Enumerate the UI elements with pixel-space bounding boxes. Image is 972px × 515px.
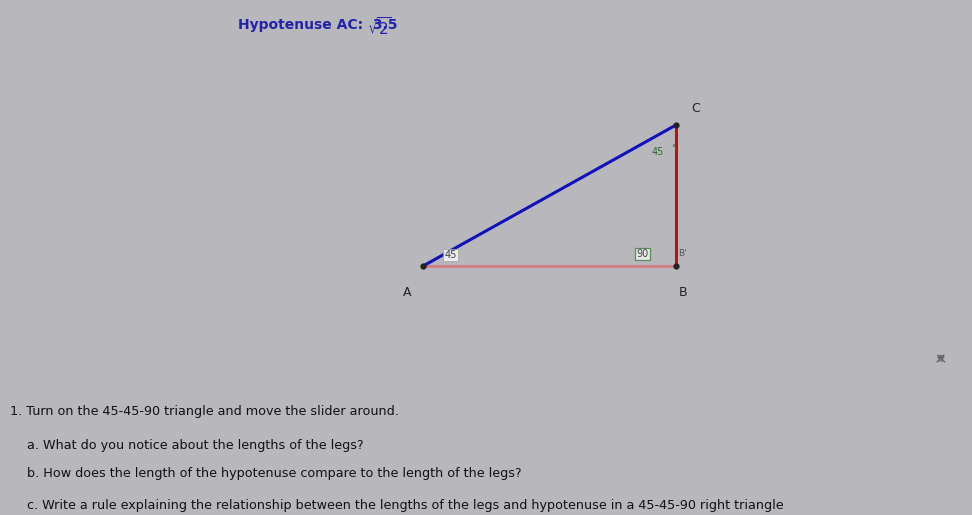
Text: C: C	[691, 102, 700, 115]
Text: 45: 45	[444, 250, 457, 260]
Text: 90: 90	[637, 249, 648, 259]
Text: $\sqrt{2}$: $\sqrt{2}$	[367, 15, 393, 38]
Text: B: B	[679, 286, 687, 299]
Text: a. What do you notice about the lengths of the legs?: a. What do you notice about the lengths …	[15, 439, 364, 452]
Text: B': B'	[678, 249, 687, 258]
Text: c. Write a rule explaining the relationship between the lengths of the legs and : c. Write a rule explaining the relations…	[15, 499, 783, 512]
Text: °: °	[672, 144, 676, 153]
Text: 1. Turn on the 45-45-90 triangle and move the slider around.: 1. Turn on the 45-45-90 triangle and mov…	[10, 405, 399, 418]
Text: Hypotenuse AC:  3.5: Hypotenuse AC: 3.5	[238, 18, 398, 31]
Text: b. How does the length of the hypotenuse compare to the length of the legs?: b. How does the length of the hypotenuse…	[15, 467, 521, 480]
Text: 45: 45	[652, 147, 664, 157]
Text: A: A	[403, 286, 411, 299]
